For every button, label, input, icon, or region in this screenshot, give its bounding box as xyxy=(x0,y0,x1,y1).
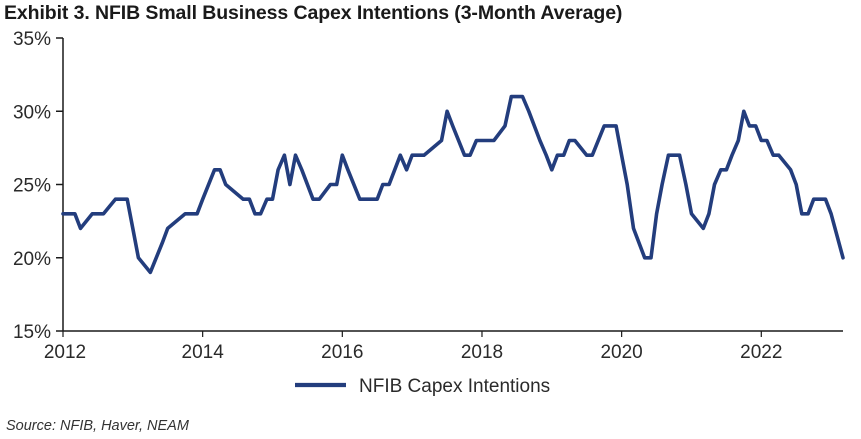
legend: NFIB Capex Intentions xyxy=(295,376,550,397)
legend-label: NFIB Capex Intentions xyxy=(359,376,550,397)
y-tick-label: 35% xyxy=(13,29,51,50)
x-tick-label: 2022 xyxy=(740,342,782,363)
y-tick-label: 25% xyxy=(13,176,51,197)
x-tick-label: 2018 xyxy=(461,342,503,363)
x-tick-label: 2014 xyxy=(182,342,225,363)
x-axis: 2012 2014 2016 2018 2020 2022 xyxy=(44,330,843,363)
y-tick-label: 30% xyxy=(13,102,51,123)
x-tick-label: 2012 xyxy=(44,342,86,363)
series-line xyxy=(61,94,845,275)
x-tick-label: 2020 xyxy=(600,342,642,363)
chart-title: Exhibit 3. NFIB Small Business Capex Int… xyxy=(4,2,623,24)
source-note: Source: NFIB, Haver, NEAM xyxy=(6,418,189,434)
y-axis: 15% 20% 25% 30% 35% xyxy=(13,29,64,343)
y-tick-label: 20% xyxy=(13,249,51,270)
y-tick-label: 15% xyxy=(13,322,51,343)
x-tick-label: 2016 xyxy=(321,342,363,363)
series-layer xyxy=(61,94,845,275)
